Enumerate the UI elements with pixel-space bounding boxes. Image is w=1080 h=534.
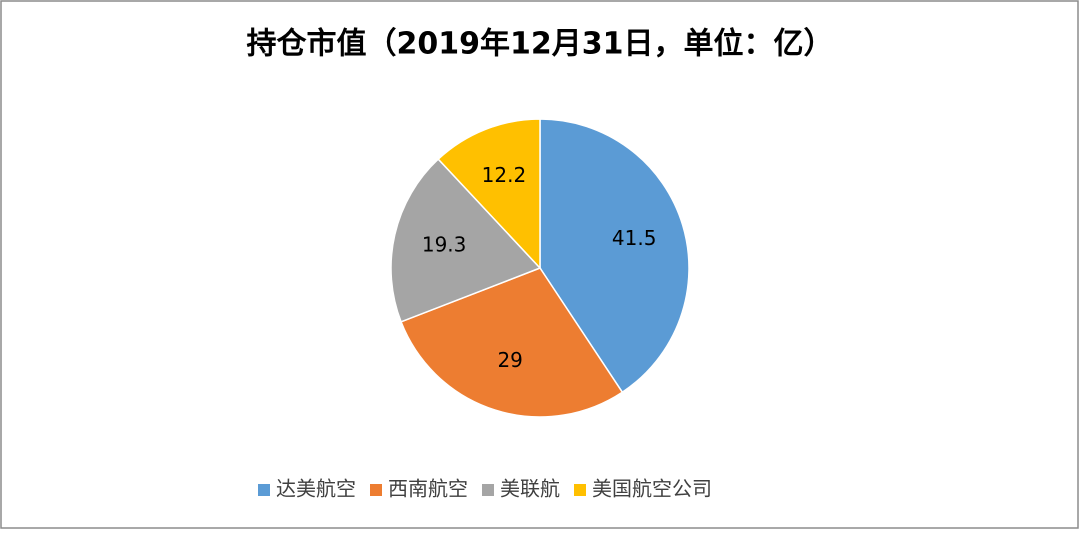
pie-slice <box>437 118 541 270</box>
legend-label: 达美航空 <box>276 477 356 501</box>
pie-slice <box>390 158 542 323</box>
legend-label: 美联航 <box>500 477 560 501</box>
data-label: 41.5 <box>612 226 657 250</box>
legend-label: 美国航空公司 <box>592 477 712 501</box>
legend-swatch <box>258 484 270 496</box>
legend-label: 西南航空 <box>388 477 468 501</box>
data-label: 12.2 <box>482 163 527 187</box>
data-label: 19.3 <box>422 233 467 257</box>
pie-slice <box>400 267 624 418</box>
data-label: 29 <box>497 348 522 372</box>
legend-swatch <box>370 484 382 496</box>
legend-swatch <box>482 484 494 496</box>
chart-title: 持仓市值（2019年12月31日，单位：亿） <box>247 27 834 62</box>
legend-swatch <box>574 484 586 496</box>
